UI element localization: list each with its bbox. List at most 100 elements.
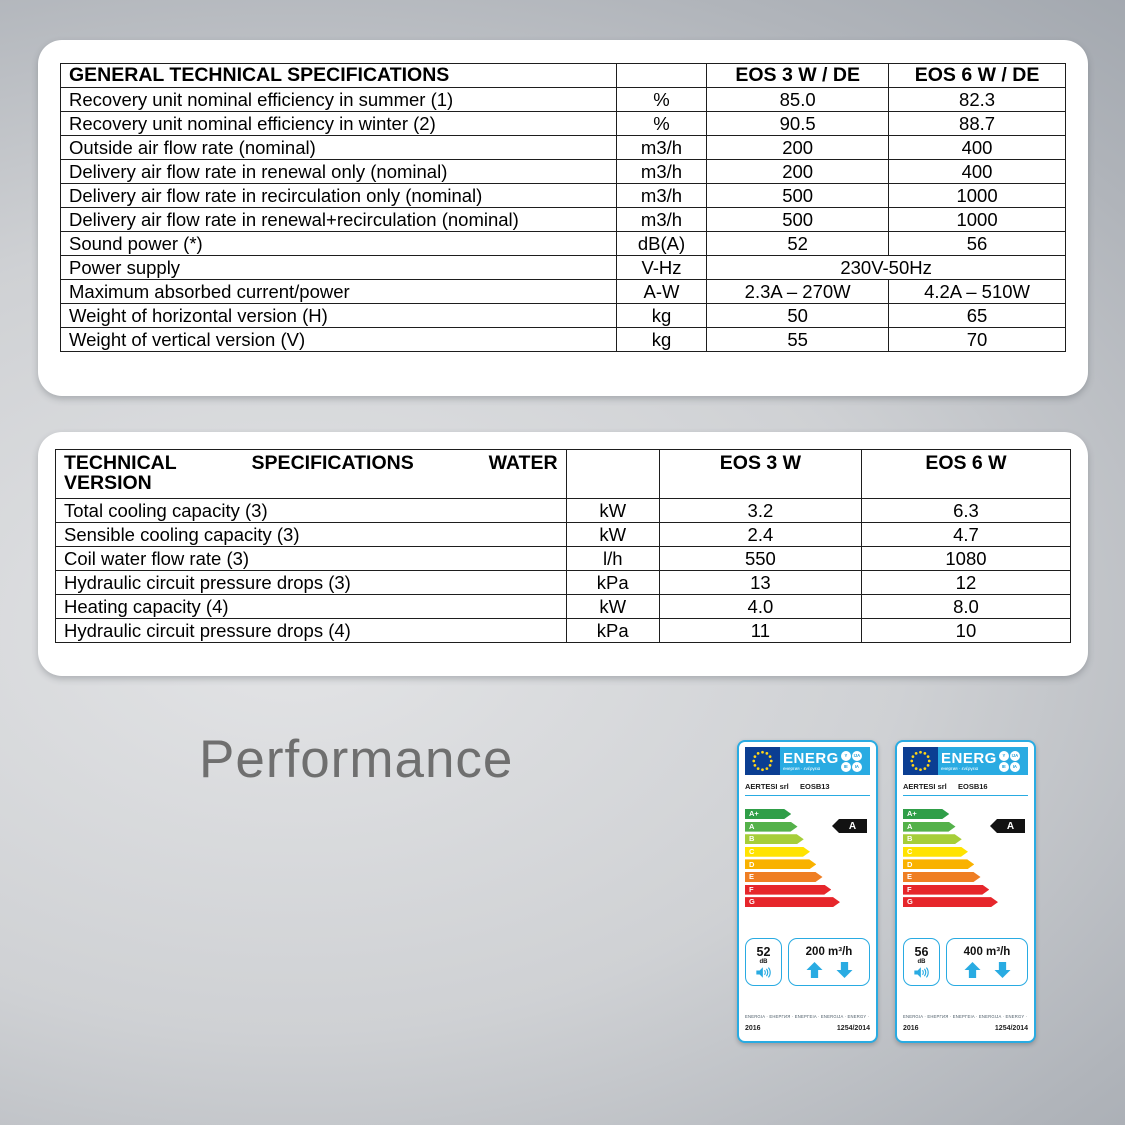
spec-label: Hydraulic circuit pressure drops (4) [55,618,567,643]
table-row: Weight of horizontal version (H) kg 50 6… [60,303,1066,328]
table2-title-line2: VERSION [64,472,152,495]
spec-unit: m3/h [615,207,708,232]
spec-unit: V-Hz [615,255,708,280]
suffix-circle: IA [1009,761,1020,772]
spec-value-eos6: 88.7 [888,111,1066,136]
eu-flag-icon [745,747,780,775]
energy-wordmark: ENERG [941,749,997,767]
spec-value-eos3: 55 [706,327,890,352]
table1-title: GENERAL TECHNICAL SPECIFICATIONS [60,63,617,88]
energy-wordmark-wrap: ENERG енергия · ενέργεια [941,751,997,772]
energy-label-body: ENERG енергия · ενέργεια Y IJA IE IA AER… [903,747,1028,1036]
table2-title: TECHNICAL SPECIFICATIONS WATER VERSION [55,449,567,499]
column-header-eos3: EOS 3 W / DE [706,63,890,88]
class-letter: F [749,884,754,894]
class-bar-c: C [903,847,968,857]
spec-unit: kW [565,498,660,523]
spec-value-eos6: 65 [888,303,1066,328]
airflow-arrows [963,961,1012,978]
sound-value: 52 [756,945,771,960]
brand-name: AERTESI srl [903,782,947,791]
water-specs-panel: TECHNICAL SPECIFICATIONS WATER VERSION E… [38,432,1088,676]
spec-value-eos6: 12 [860,570,1072,595]
spec-label: Outside air flow rate (nominal) [60,135,617,160]
arrow-down-icon [994,961,1010,978]
spec-value-eos3: 2.3A – 270W [706,279,890,304]
spec-value-span: 230V-50Hz [706,255,1066,280]
energy-label-body: ENERG енергия · ενέργεια Y IJA IE IA AER… [745,747,870,1036]
airflow-box: 400 m³/h [946,938,1028,986]
table-row: Recovery unit nominal efficiency in wint… [60,111,1066,136]
spec-unit: kPa [565,570,660,595]
speaker-icon [914,967,929,978]
spec-value-eos3: 52 [706,231,890,256]
label-regulation: 1254/2014 [994,1025,1028,1032]
class-letter: D [907,859,913,869]
arrow-up-icon [806,961,822,978]
label-footer: 2016 1254/2014 [745,1025,870,1032]
energy-label-header: ENERG енергия · ενέργεια Y IJA IE IA [903,747,1028,775]
spec-label: Maximum absorbed current/power [60,279,617,304]
spec-value-eos6: 4.2A – 510W [888,279,1066,304]
class-letter: A [907,821,913,831]
class-bar-a: A [903,822,956,832]
model-name: EOSB16 [958,782,988,791]
languages-line: ENERGIA · ЕНЕРГИЯ · ΕΝΕΡΓΕΙΑ · ENERGIJA … [903,1014,1028,1019]
spec-unit: kg [615,303,708,328]
spec-value-eos3: 85.0 [706,87,890,112]
energy-wordmark-band: ENERG енергия · ενέργεια Y IJA IE IA [780,747,870,775]
spec-unit: % [615,111,708,136]
spec-value-eos6: 56 [888,231,1066,256]
spec-label: Total cooling capacity (3) [55,498,567,523]
energy-suffix-circles: Y IJA IE IA [998,750,1020,772]
table-row: Total cooling capacity (3) kW 3.2 6.3 [55,498,1072,523]
unit-header-cell [565,449,660,499]
table-row: Hydraulic circuit pressure drops (4) kPa… [55,618,1072,643]
table-header-row: GENERAL TECHNICAL SPECIFICATIONS EOS 3 W… [60,63,1066,88]
spec-label: Delivery air flow rate in recirculation … [60,183,617,208]
languages-line: ENERGIA · ЕНЕРГИЯ · ΕΝΕΡΓΕΙΑ · ENERGIJA … [745,1014,870,1019]
class-bar-d: D [903,859,974,869]
metric-boxes: 52 dB 200 m³/h [745,938,870,986]
brand-name: AERTESI srl [745,782,789,791]
spec-label: Coil water flow rate (3) [55,546,567,571]
label-year: 2016 [745,1025,761,1032]
spec-value-eos3: 13 [658,570,862,595]
spec-label: Sensible cooling capacity (3) [55,522,567,547]
suffix-circle: IE [998,761,1009,772]
energy-label-eosb16: ENERG енергия · ενέργεια Y IJA IE IA AER… [895,740,1036,1043]
class-letter: G [749,897,755,907]
spec-value-eos6: 70 [888,327,1066,352]
class-letter: A+ [749,809,759,819]
title-word: WATER [488,452,558,474]
airflow-value: 200 [805,946,825,959]
sound-unit: dB [917,958,926,965]
spec-unit: A-W [615,279,708,304]
spec-value-eos6: 1000 [888,183,1066,208]
energy-label-eosb13: ENERG енергия · ενέργεια Y IJA IE IA AER… [737,740,878,1043]
spec-label: Sound power (*) [60,231,617,256]
class-letter: F [907,884,912,894]
spec-value-eos3: 550 [658,546,862,571]
table-row: Sensible cooling capacity (3) kW 2.4 4.7 [55,522,1072,547]
class-bar-f: F [903,885,989,895]
spec-unit: kW [565,522,660,547]
sound-power-box: 52 dB [745,938,782,986]
class-bar-e: E [745,872,823,882]
column-header-eos6w: EOS 6 W [860,449,1072,499]
water-specs-table: TECHNICAL SPECIFICATIONS WATER VERSION E… [55,449,1072,643]
model-name: EOSB13 [800,782,830,791]
spec-value-eos3: 500 [706,207,890,232]
spec-value-eos3: 200 [706,135,890,160]
title-word: TECHNICAL [64,452,177,474]
spec-value-eos3: 2.4 [658,522,862,547]
suffix-circle: IJA [1009,750,1020,761]
spec-unit: m3/h [615,183,708,208]
spec-value-eos3: 11 [658,618,862,643]
column-header-eos6: EOS 6 W / DE [888,63,1066,88]
airflow-unit: m³/h [986,946,1011,959]
metric-boxes: 56 dB 400 m³/h [903,938,1028,986]
sound-unit: dB [759,958,768,965]
energy-wordmark: ENERG [783,749,839,767]
spec-unit: kPa [565,618,660,643]
